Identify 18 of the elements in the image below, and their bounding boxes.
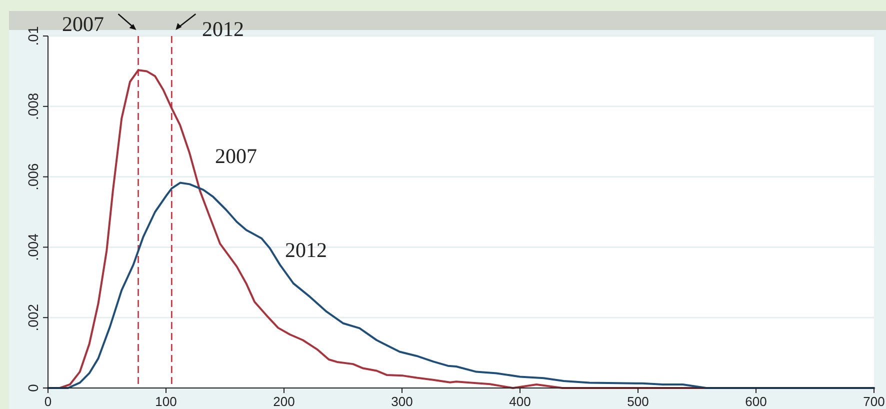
y-tick-label: .002	[25, 304, 41, 332]
y-tick-label: .008	[25, 92, 41, 120]
x-tick-label: 200	[273, 394, 295, 409]
annotation: 2012	[202, 17, 244, 41]
x-tick-label: 300	[391, 394, 413, 409]
y-tick-label: .01	[25, 26, 41, 46]
x-tick-label: 400	[509, 394, 531, 409]
x-tick-label: 600	[745, 394, 767, 409]
x-tick-label: 500	[627, 394, 649, 409]
x-tick-label: 700	[863, 394, 885, 409]
y-tick-label: 0	[25, 384, 41, 392]
x-tick-label: 0	[44, 394, 52, 409]
y-tick-label: .004	[25, 233, 41, 261]
annotation: 2007	[215, 144, 257, 168]
y-tick-label: .006	[25, 162, 41, 190]
annotation: 2012	[285, 238, 327, 262]
annotation: 2007	[62, 12, 104, 36]
x-tick-label: 100	[155, 394, 177, 409]
